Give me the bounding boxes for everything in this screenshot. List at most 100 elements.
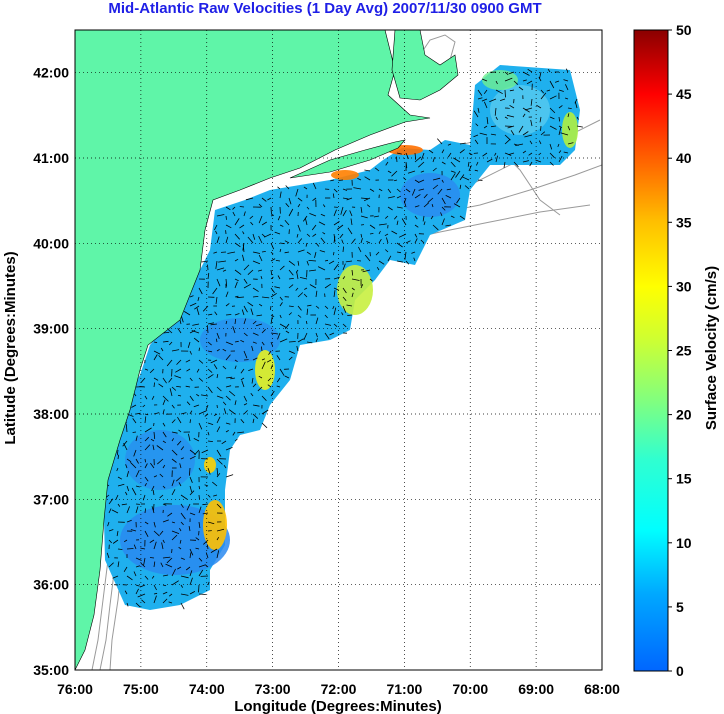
velocity-vector (504, 71, 509, 76)
velocity-vector (296, 271, 299, 280)
velocity-vector (171, 479, 175, 487)
velocity-vector (431, 203, 434, 208)
velocity-vector (527, 68, 533, 73)
velocity-vector (126, 458, 132, 463)
velocity-vector (240, 377, 245, 381)
velocity-vector (162, 464, 166, 469)
velocity-vector (171, 419, 176, 424)
velocity-vector (428, 149, 434, 154)
velocity-vector (234, 269, 242, 275)
velocity-vector (243, 318, 247, 325)
velocity-vector (108, 539, 112, 544)
velocity-vector (565, 68, 569, 73)
velocity-vector (459, 174, 465, 181)
velocity-vector (225, 320, 228, 325)
velocity-vector (349, 210, 353, 217)
velocity-vector (252, 357, 258, 361)
velocity-vector (567, 113, 570, 118)
velocity-vector (248, 368, 254, 371)
velocity-vector (483, 125, 488, 129)
velocity-vector (385, 249, 389, 253)
velocity-vector (506, 114, 515, 118)
velocity-vector (225, 395, 231, 401)
colorbar-tick-label: 30 (676, 278, 692, 294)
velocity-vector (364, 176, 371, 181)
velocity-vector (133, 449, 137, 457)
velocity-vector (503, 161, 506, 168)
velocity-vector (216, 374, 219, 379)
velocity-vector (256, 314, 263, 317)
velocity-vector (123, 566, 128, 573)
velocity-vector (338, 179, 344, 181)
velocity-vector (225, 291, 229, 298)
velocity-vector (144, 413, 149, 416)
velocity-vector (210, 323, 218, 326)
velocity-vector (175, 476, 182, 482)
y-tick-label: 36:00 (33, 577, 69, 593)
graticule (75, 30, 602, 670)
velocity-vector (508, 152, 515, 155)
velocity-vector (270, 251, 274, 255)
velocity-vector (250, 392, 254, 397)
velocity-vector (171, 534, 178, 541)
velocity-vector (484, 101, 488, 109)
velocity-vector (560, 132, 569, 136)
velocity-vector (279, 314, 282, 319)
velocity-vector (430, 215, 434, 220)
velocity-vector (216, 473, 221, 478)
velocity-vector (296, 233, 299, 238)
velocity-vector (167, 512, 173, 517)
velocity-vector (297, 292, 304, 298)
velocity-vector (324, 323, 332, 326)
velocity-vector (258, 215, 263, 224)
velocity-vector (193, 337, 200, 343)
velocity-vector (171, 404, 175, 409)
velocity-vector (135, 584, 140, 587)
velocity-vector (303, 293, 308, 298)
colorbar-tick-label: 40 (676, 150, 692, 166)
velocity-vector (499, 98, 506, 101)
velocity-vector (270, 206, 272, 215)
velocity-vector (169, 341, 173, 346)
colorbar-tick-label: 15 (676, 471, 692, 487)
velocity-vector (195, 547, 200, 550)
velocity-vector (212, 481, 218, 487)
velocity-vector (252, 383, 257, 388)
velocity-vector (189, 512, 196, 516)
velocity-vector (216, 332, 220, 339)
velocity-vector (522, 131, 529, 136)
velocity-vector (342, 188, 348, 191)
velocity-vector (504, 89, 506, 98)
velocity-vector (411, 188, 416, 196)
velocity-vector (162, 431, 167, 438)
velocity-vector (285, 330, 290, 334)
velocity-vector (288, 269, 294, 276)
velocity-vector (214, 311, 218, 316)
velocity-vector (261, 361, 266, 370)
velocity-vector (462, 176, 470, 181)
velocity-vector (232, 206, 236, 210)
velocity-vector (180, 412, 187, 415)
velocity-vector (574, 101, 578, 109)
velocity-vector (276, 355, 281, 361)
velocity-vector (360, 206, 363, 213)
velocity-vector (558, 105, 563, 109)
velocity-vector (193, 404, 200, 408)
velocity-vector (546, 89, 551, 92)
velocity-vector (162, 503, 167, 506)
velocity-vector (522, 160, 529, 163)
velocity-vector (474, 169, 479, 172)
velocity-vector (198, 410, 207, 415)
velocity-vector (333, 307, 337, 316)
velocity-vector (216, 267, 225, 271)
velocity-vector (131, 404, 137, 408)
velocity-vector (277, 275, 281, 280)
velocity-vector (222, 348, 227, 352)
velocity-vector (549, 116, 555, 120)
velocity-vector (447, 152, 452, 158)
x-tick-label: 69:00 (518, 681, 554, 697)
velocity-vector (189, 490, 195, 496)
velocity-vector (216, 458, 223, 465)
velocity-vector (225, 447, 233, 451)
velocity-vector (432, 224, 439, 231)
